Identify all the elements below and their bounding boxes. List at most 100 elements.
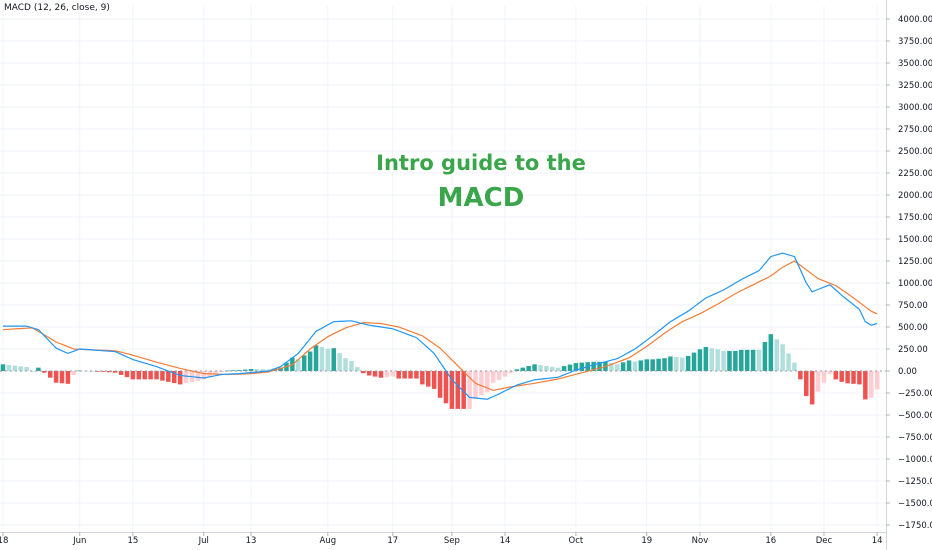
histogram-bar (30, 371, 35, 372)
overlay-title-line1: Intro guide to the (376, 151, 586, 175)
histogram-bar (183, 371, 189, 384)
histogram-bar (47, 371, 53, 378)
histogram-bar (721, 350, 726, 371)
histogram-bar (496, 371, 502, 380)
histogram-bar (508, 371, 514, 374)
histogram-bar (798, 371, 803, 380)
histogram-bar (538, 365, 543, 371)
y-tick-label: −1250.00 (898, 477, 932, 487)
histogram-bar (18, 366, 23, 371)
histogram-bar (71, 371, 77, 376)
histogram-bar (248, 368, 254, 371)
histogram-bar (414, 371, 419, 379)
histogram-bar (479, 371, 484, 396)
histogram-bar (739, 349, 744, 371)
histogram-bar (650, 359, 655, 371)
histogram-bar (809, 371, 815, 405)
histogram-bar (266, 369, 272, 371)
x-tick-label: Aug (320, 536, 337, 546)
x-tick-label: 14 (872, 536, 883, 546)
histogram-bar (148, 371, 153, 380)
histogram-bar (620, 362, 626, 371)
histogram-bar (632, 361, 638, 371)
histogram-bar (857, 371, 862, 385)
histogram-bar (756, 349, 762, 371)
histogram-bar (691, 352, 697, 371)
y-tick-label: −1000.00 (898, 455, 932, 465)
histogram-bar (449, 371, 455, 409)
histogram-bar (845, 371, 850, 384)
y-tick-label: −1500.00 (898, 499, 932, 509)
histogram-bar (378, 371, 384, 378)
histogram-bar (420, 371, 425, 385)
histogram-bar (77, 370, 82, 372)
x-tick-label: 18 (0, 536, 8, 546)
histogram-bar (124, 371, 130, 378)
histogram-bar (727, 350, 732, 371)
signal-line (2, 260, 878, 392)
histogram-bar (839, 371, 844, 382)
y-tick-label: 2750.00 (898, 125, 932, 135)
histogram-bar (520, 367, 525, 371)
histogram-bar (201, 371, 207, 380)
histogram-bar (514, 369, 520, 371)
x-tick-label: 19 (641, 536, 652, 546)
histogram-bar (490, 371, 496, 383)
histogram-bar (715, 349, 720, 371)
y-tick-label: 1000.00 (898, 279, 932, 289)
histogram-bar (65, 371, 71, 384)
histogram-bar (550, 366, 555, 371)
histogram-bar (626, 360, 632, 371)
y-tick-label: 250.00 (898, 345, 928, 355)
histogram-bar (638, 360, 644, 371)
histogram-bar (780, 344, 785, 371)
indicator-legend-label[interactable]: MACD (12, 26, close, 9) (4, 3, 110, 13)
histogram-bar (455, 371, 461, 409)
x-tick-label: Nov (692, 536, 709, 546)
histogram-bar (118, 371, 124, 375)
histogram-bar (313, 345, 319, 371)
y-tick-label: 750.00 (898, 301, 928, 311)
y-tick-label: 500.00 (898, 323, 928, 333)
y-tick-label: 3000.00 (898, 103, 932, 113)
histogram-bar (750, 349, 756, 371)
histogram-bar (526, 365, 531, 371)
histogram-bar (833, 371, 839, 380)
histogram-bar (697, 349, 703, 371)
histogram-bar (804, 371, 809, 397)
x-tick-label: Oct (569, 536, 584, 546)
histogram-bar (827, 371, 833, 374)
histogram-bar (6, 364, 12, 371)
y-tick-label: 1750.00 (898, 213, 932, 223)
x-tick-label: 15 (127, 536, 138, 546)
histogram-bar (786, 353, 791, 371)
histogram-bar (343, 358, 348, 371)
histogram-bar (254, 369, 260, 371)
x-tick-label: 13 (246, 536, 257, 546)
histogram-bar (390, 371, 396, 377)
histogram-bar (544, 365, 549, 371)
histogram-bar (408, 371, 413, 379)
x-tick-label: Jun (72, 536, 86, 546)
histogram-bar (774, 339, 779, 371)
y-tick-label: 3750.00 (898, 37, 932, 47)
histogram-bar (278, 367, 283, 371)
histogram-bar (821, 371, 827, 383)
y-tick-label: −1750.00 (898, 521, 932, 531)
histogram-bar (868, 371, 874, 398)
histogram-bar (171, 371, 177, 384)
histogram-bar (42, 371, 47, 373)
histogram-bar (361, 371, 366, 374)
histogram-bar (213, 371, 218, 375)
histogram-bar (130, 371, 136, 380)
histogram-bar (355, 367, 360, 371)
histogram-bar (177, 371, 183, 385)
histogram-bar (384, 371, 390, 378)
histogram-bar (792, 362, 797, 371)
histogram-bar (668, 356, 673, 371)
y-tick-label: −500.00 (898, 411, 932, 421)
histogram-bar (614, 364, 620, 371)
histogram-bar (851, 371, 856, 384)
histogram-bar (101, 371, 106, 372)
